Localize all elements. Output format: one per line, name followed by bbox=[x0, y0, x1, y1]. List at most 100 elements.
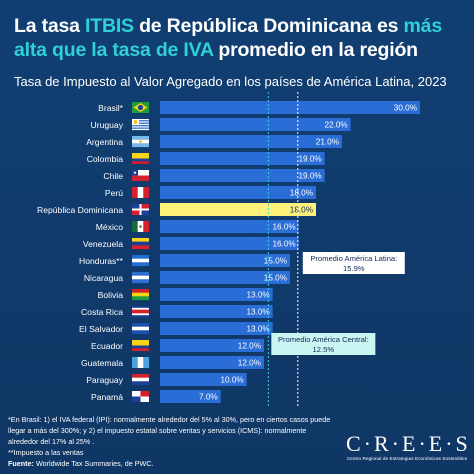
honduras-flag bbox=[132, 255, 149, 267]
costa-rica-flag bbox=[132, 306, 149, 317]
data-label: 30.0% bbox=[394, 104, 417, 113]
bar bbox=[160, 220, 299, 233]
category-label: Venezuela bbox=[83, 239, 123, 249]
data-label: 13.0% bbox=[246, 325, 269, 334]
category-label: Panamá bbox=[91, 392, 123, 402]
category-label: Costa Rica bbox=[81, 307, 123, 317]
dominican-republic-flag-part bbox=[132, 204, 140, 209]
paraguay-flag bbox=[132, 374, 149, 386]
guatemala-flag-part bbox=[137, 357, 144, 368]
source-text: Worldwide Tax Summaries, de PWC. bbox=[33, 459, 154, 468]
ecuador-flag-part bbox=[132, 348, 149, 351]
logo-mark: C·R·E·E·S bbox=[346, 431, 471, 456]
paraguay-flag-part bbox=[132, 374, 149, 378]
guatemala-flag bbox=[132, 357, 150, 368]
peru-flag-part bbox=[143, 187, 150, 198]
data-label: 19.0% bbox=[298, 155, 321, 164]
category-label: Guatemala bbox=[81, 358, 123, 368]
brazil-flag bbox=[132, 102, 149, 113]
ecuador-flag-part bbox=[132, 340, 149, 346]
bar bbox=[160, 118, 351, 131]
mexico-flag-part bbox=[132, 221, 138, 232]
category-label: Brasil* bbox=[98, 103, 123, 113]
argentina-flag-part bbox=[132, 143, 149, 148]
colombia-flag bbox=[132, 153, 149, 164]
bar bbox=[160, 169, 325, 182]
bolivia-flag bbox=[132, 289, 149, 301]
data-label: 15.0% bbox=[264, 257, 287, 266]
bar bbox=[160, 237, 299, 250]
uruguay-flag-part bbox=[133, 120, 138, 124]
guatemala-flag-part bbox=[143, 357, 150, 368]
category-label: Perú bbox=[105, 188, 123, 198]
uruguay-flag-part bbox=[132, 120, 149, 122]
argentina-flag bbox=[132, 136, 149, 148]
panama-flag-part bbox=[140, 391, 149, 397]
latam-average-box bbox=[302, 252, 405, 274]
bar bbox=[160, 322, 273, 335]
bar bbox=[160, 390, 221, 403]
page-title: La tasa ITBIS de República Dominicana es… bbox=[14, 14, 466, 62]
data-label: 16.0% bbox=[272, 223, 295, 232]
honduras-flag-part bbox=[132, 262, 149, 267]
bar bbox=[160, 186, 316, 199]
latam-average-value: 15.9% bbox=[343, 264, 365, 273]
bar bbox=[160, 373, 247, 386]
category-label: Paraguay bbox=[86, 375, 123, 385]
peru-flag-part bbox=[132, 187, 138, 198]
argentina-flag-part bbox=[132, 136, 149, 140]
bolivia-flag-part bbox=[132, 289, 149, 293]
category-label: Argentina bbox=[86, 137, 123, 147]
central-average-box bbox=[271, 333, 376, 355]
honduras-flag-part bbox=[132, 258, 149, 263]
paraguay-flag-part bbox=[132, 377, 149, 382]
chile-flag-part bbox=[132, 170, 149, 176]
argentina-flag-part bbox=[139, 140, 142, 143]
colombia-flag-part bbox=[132, 153, 149, 159]
el-salvador-flag-part bbox=[132, 330, 149, 335]
data-label: 13.0% bbox=[246, 291, 269, 300]
panama-flag bbox=[132, 391, 149, 402]
nicaragua-flag-part bbox=[132, 272, 149, 276]
ecuador-flag bbox=[132, 340, 149, 351]
data-label: 18.0% bbox=[290, 206, 313, 215]
brazil-flag-part bbox=[137, 104, 144, 111]
chart-subtitle: Tasa de Impuesto al Valor Agregado en lo… bbox=[14, 74, 447, 89]
data-label: 16.0% bbox=[272, 240, 295, 249]
plot-area: Brasil* 30.0% Uruguay 22.0% Argentina 21.0% Co… bbox=[37, 92, 420, 407]
costa-rica-flag-part bbox=[132, 309, 149, 314]
bar bbox=[160, 254, 290, 267]
category-label: Ecuador bbox=[91, 341, 123, 351]
data-label: 13.0% bbox=[246, 308, 269, 317]
category-label: Nicaragua bbox=[84, 273, 123, 283]
title-text-1: La tasa bbox=[14, 15, 86, 37]
venezuela-flag-part bbox=[132, 241, 149, 246]
central-average-value: 12.5% bbox=[313, 345, 335, 354]
chile-flag bbox=[132, 170, 149, 181]
title-text-3: promedio en la región bbox=[213, 39, 418, 61]
data-label: 15.0% bbox=[264, 274, 287, 283]
data-label: 12.0% bbox=[238, 342, 261, 351]
data-label: 7.0% bbox=[199, 393, 218, 402]
latam-average-label: Promedio América Latina: bbox=[310, 254, 397, 263]
category-label: Colombia bbox=[87, 154, 124, 164]
source-label: Fuente: bbox=[8, 459, 34, 468]
source-note: Fuente: Worldwide Tax Summaries, de PWC. bbox=[8, 458, 338, 469]
title-highlight-comparison: más alta que la tasa de IVA bbox=[14, 15, 442, 61]
uruguay-flag-part bbox=[132, 123, 149, 126]
peru-flag bbox=[132, 187, 150, 198]
title-text-2: de República Dominicana es bbox=[133, 15, 404, 37]
paraguay-flag-part bbox=[132, 381, 149, 386]
dominican-republic-flag-part bbox=[132, 210, 140, 215]
footnote-honduras: **Impuesto a las ventas bbox=[8, 448, 84, 457]
data-label: 21.0% bbox=[316, 138, 339, 147]
category-label: Bolivia bbox=[98, 290, 124, 300]
uruguay-flag-part bbox=[132, 127, 149, 129]
dominican-republic-flag-part bbox=[141, 204, 149, 209]
crees-logo: C·R·E·E·S Centro Regional de Estrategias… bbox=[346, 432, 468, 462]
logo-subtitle: Centro Regional de Estrategias Económica… bbox=[346, 456, 468, 461]
el-salvador-flag bbox=[132, 323, 149, 335]
el-salvador-flag-part bbox=[132, 326, 149, 331]
